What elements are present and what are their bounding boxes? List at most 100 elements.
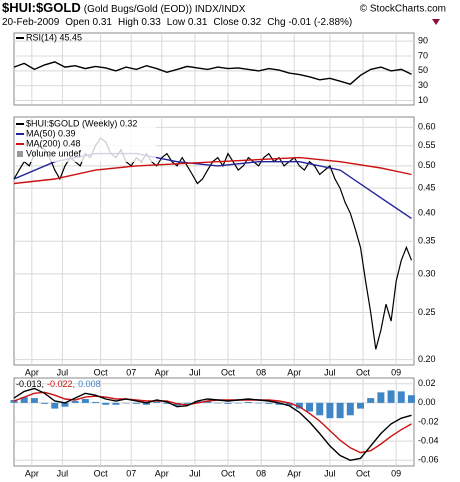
histogram-bar — [51, 402, 59, 409]
histogram-bar — [397, 391, 405, 403]
histogram-bar — [122, 402, 130, 404]
legend-entry: MA(50) 0.39 — [26, 128, 76, 138]
y-tick-label: 0.40 — [418, 207, 436, 217]
histogram-bar — [30, 398, 38, 403]
histogram-bar — [367, 398, 375, 403]
histogram-bar — [265, 402, 273, 404]
histogram-bar — [112, 402, 120, 405]
x-tick-label: Oct — [221, 367, 236, 377]
histogram-bar — [336, 402, 344, 419]
down-arrow — [432, 19, 440, 25]
histogram-bar — [10, 400, 18, 403]
y-tick-label: 0.55 — [418, 140, 436, 150]
high: High 0.33 — [118, 17, 161, 28]
y-tick-label: 70 — [418, 50, 428, 60]
x-tick-label: Jul — [57, 468, 69, 478]
macd-legend: -0.013, -0.022, 0.008 — [16, 379, 101, 389]
y-tick-label: 0.30 — [418, 268, 436, 278]
histogram-bar — [285, 402, 293, 406]
close: Close 0.32 — [213, 17, 261, 28]
y-tick-label: 0.02 — [418, 378, 436, 388]
x-tick-label: 09 — [391, 468, 401, 478]
x-tick-label: Apr — [25, 367, 39, 377]
rsi-frame — [13, 32, 415, 106]
histogram-bar — [183, 402, 191, 404]
y-tick-label: 0.20 — [418, 354, 436, 364]
histogram-bar — [81, 399, 89, 403]
y-tick-label: 0.35 — [418, 236, 436, 246]
header-title: $HUI:$GOLD (Gold Bugs/Gold (EOD)) INDX/IN… — [2, 0, 246, 15]
header-quote: 20-Feb-2009 Open 0.31 High 0.33 Low 0.31 Clo… — [2, 17, 352, 28]
histogram-bar — [163, 402, 171, 404]
legend-box — [16, 120, 156, 162]
histogram-bar — [132, 402, 140, 404]
y-tick-label: 0.25 — [418, 307, 436, 317]
series-line — [13, 61, 412, 85]
histogram-bar — [102, 402, 110, 405]
series-line — [13, 156, 412, 185]
histogram-bar — [92, 401, 100, 403]
legend-entry: $HUI:$GOLD (Weekly) 0.32 — [26, 118, 137, 128]
legend-entry: -0.022, — [47, 379, 75, 389]
histogram-bar — [295, 402, 303, 409]
y-tick-label: 30 — [418, 80, 428, 90]
y-tick-label: -0.04 — [418, 436, 439, 446]
x-tick-label: Apr — [25, 468, 39, 478]
x-tick-label: Oct — [356, 367, 371, 377]
y-tick-label: 10 — [418, 95, 428, 105]
histogram-bar — [255, 402, 263, 404]
x-tick-label: 07 — [126, 367, 136, 377]
y-tick-label: 0.45 — [418, 183, 436, 193]
y-tick-label: 0.50 — [418, 160, 436, 170]
x-tick-label: 07 — [126, 468, 136, 478]
y-tick-label: 0.00 — [418, 397, 436, 407]
x-tick-label: Oct — [356, 468, 371, 478]
histogram-bar — [234, 402, 242, 404]
histogram-bar — [142, 402, 150, 405]
x-tick-label: Apr — [155, 468, 169, 478]
histogram-bar — [326, 402, 334, 419]
y-tick-label: 0.60 — [418, 122, 436, 132]
histogram-bar — [346, 402, 354, 416]
plots — [10, 33, 415, 466]
legend-entry: -0.013, — [16, 379, 44, 389]
legend-entry: RSI(14) 45.45 — [26, 32, 82, 42]
histogram-bar — [41, 402, 49, 404]
legend-entry: MA(200) 0.48 — [26, 138, 81, 148]
legend-entry: 0.008 — [78, 379, 101, 389]
histogram-bar — [61, 402, 69, 407]
series-line — [13, 387, 412, 462]
y-tick-label: -0.06 — [418, 455, 439, 465]
series-line — [13, 391, 412, 454]
y-tick-label: 90 — [418, 36, 428, 46]
description: (Gold Bugs/Gold (EOD)) INDX/INDX — [84, 4, 246, 15]
x-tick-label: Apr — [287, 468, 301, 478]
symbol: $HUI:$GOLD — [2, 0, 81, 15]
x-tick-label: Oct — [94, 367, 109, 377]
legend-entry: Volume undef — [26, 148, 82, 158]
histogram-bar — [275, 402, 283, 405]
legend-swatch — [17, 151, 23, 157]
x-tick-label: Jul — [57, 367, 69, 377]
histogram-bar — [316, 402, 324, 416]
histogram-bar — [407, 395, 415, 403]
x-tick-label: 09 — [391, 367, 401, 377]
change: Chg -0.01 (-2.88%) — [267, 17, 352, 28]
histogram-bar — [214, 402, 222, 404]
x-tick-label: Jul — [324, 468, 336, 478]
x-tick-label: Oct — [94, 468, 109, 478]
x-tick-label: 08 — [256, 367, 266, 377]
y-tick-label: -0.02 — [418, 416, 439, 426]
x-tick-label: Apr — [155, 367, 169, 377]
x-tick-label: 08 — [256, 468, 266, 478]
histogram-bar — [204, 400, 212, 403]
x-tick-label: Jul — [189, 367, 201, 377]
y-tick-label: 50 — [418, 65, 428, 75]
histogram-bar — [193, 400, 201, 403]
open: Open 0.31 — [65, 17, 112, 28]
x-tick-label: Oct — [221, 468, 236, 478]
histogram-bar — [20, 397, 28, 403]
low: Low 0.31 — [167, 17, 208, 28]
date: 20-Feb-2009 — [2, 17, 60, 28]
